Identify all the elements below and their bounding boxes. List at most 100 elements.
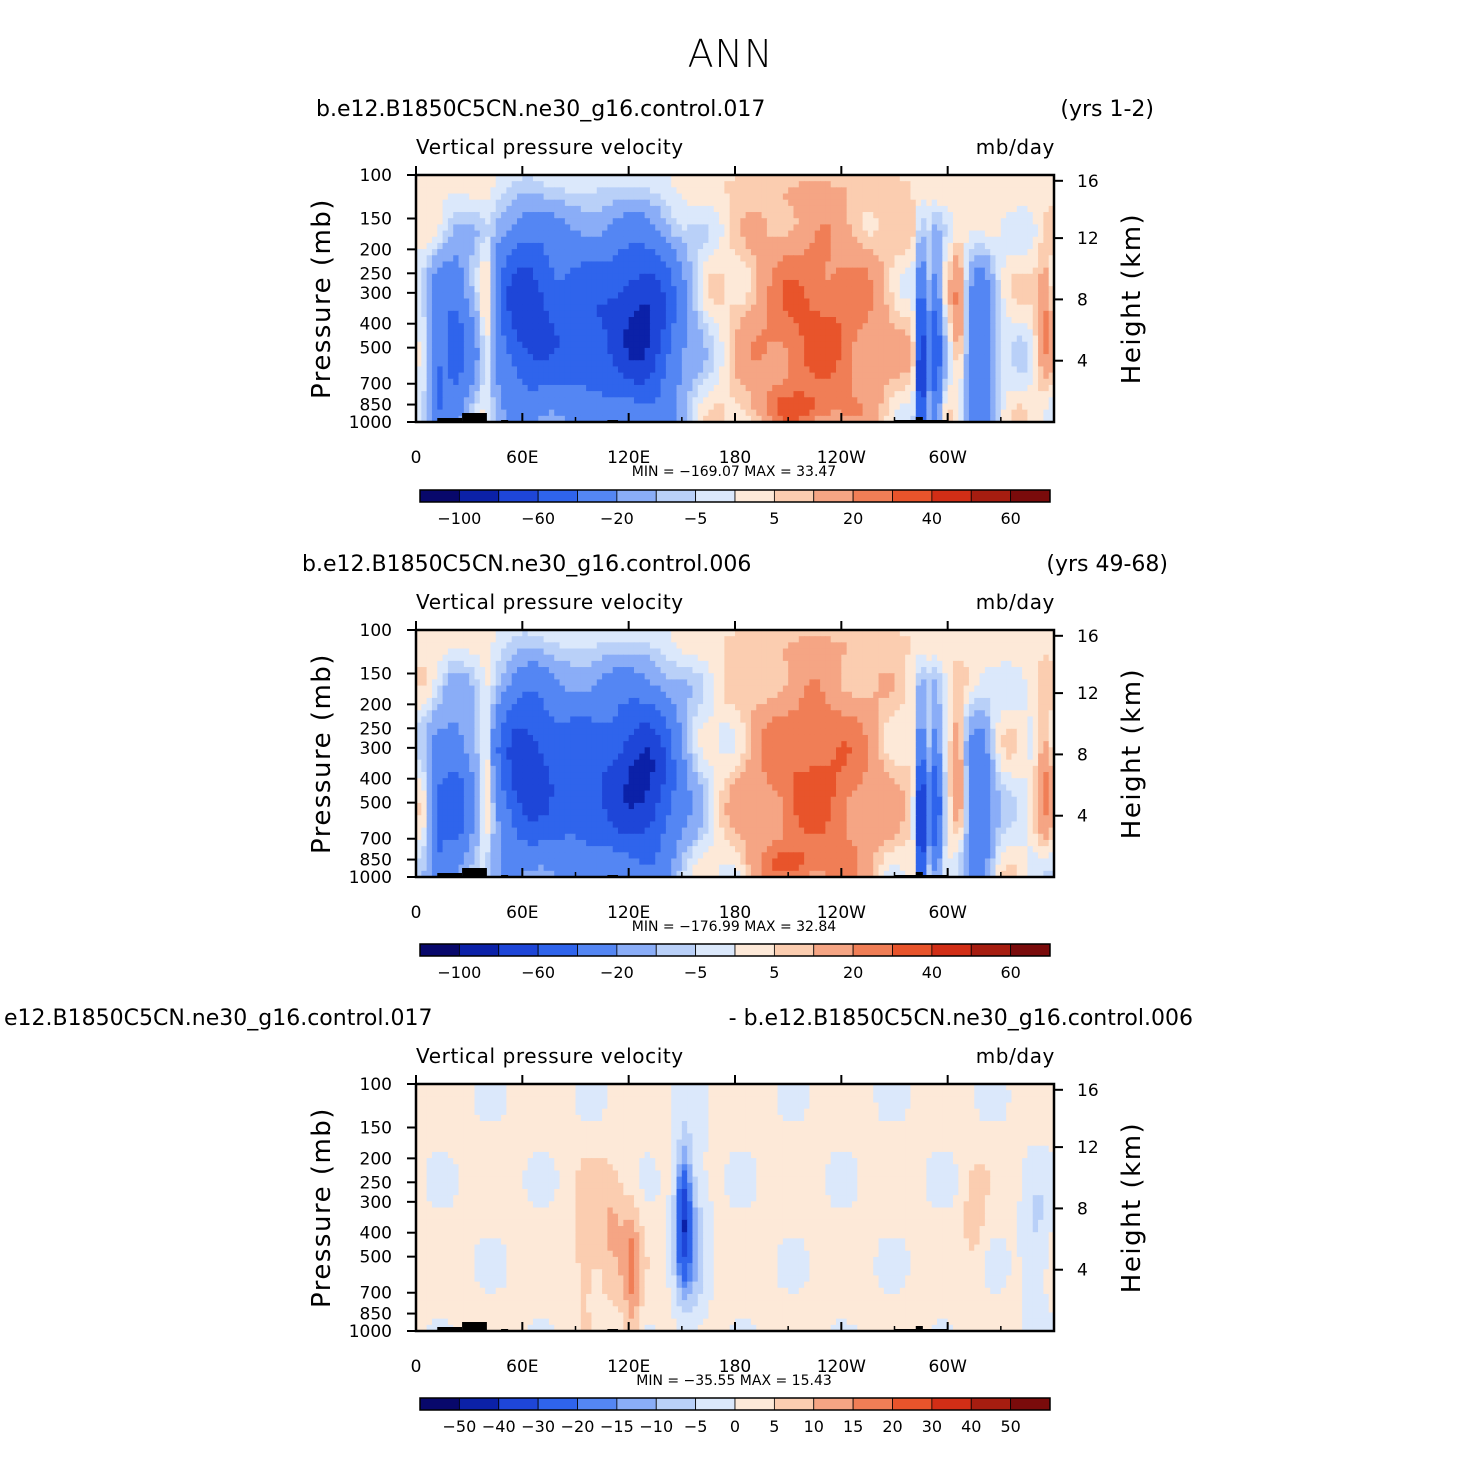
field-cell: [836, 273, 842, 281]
field-cell: [527, 205, 534, 213]
contour-field: [416, 175, 1055, 423]
field-cell: [511, 249, 518, 256]
field-cell: [878, 286, 885, 293]
field-cell: [447, 230, 454, 238]
field-cell: [426, 403, 433, 411]
field-cell: [479, 403, 486, 411]
field-cell: [501, 317, 507, 324]
field-cell: [968, 323, 975, 330]
field-cell: [910, 212, 917, 219]
field-cell: [745, 409, 752, 417]
field-cell: [602, 304, 608, 312]
field-cell: [905, 224, 912, 232]
field-cell: [995, 317, 1002, 324]
field-cell: [580, 205, 587, 213]
field-cell: [639, 261, 646, 269]
field-cell: [447, 384, 454, 392]
field-cell: [692, 310, 699, 318]
field-cell: [665, 403, 672, 411]
field-cell: [820, 298, 826, 306]
field-cell: [623, 341, 630, 349]
field-cell: [580, 310, 587, 318]
field-cell: [1011, 193, 1018, 201]
field-cell: [708, 372, 715, 380]
field-cell: [777, 409, 784, 417]
field-cell: [862, 236, 869, 244]
field-cell: [1048, 397, 1055, 405]
field-cell: [602, 267, 608, 275]
field-cell: [873, 230, 880, 238]
field-cell: [591, 310, 598, 318]
field-cell: [517, 286, 523, 293]
field-cell: [554, 230, 561, 238]
field-cell: [889, 261, 896, 269]
field-cell: [575, 415, 582, 423]
field-cell: [495, 286, 502, 293]
field-cell: [490, 230, 497, 238]
field-cell: [724, 409, 731, 417]
field-cell: [814, 181, 821, 188]
field-cell: [463, 273, 470, 281]
field-cell: [649, 329, 656, 337]
field-cell: [883, 378, 890, 386]
field-cell: [1006, 267, 1013, 275]
field-cell: [1038, 335, 1044, 343]
field-cell: [442, 255, 449, 263]
field-cell: [447, 378, 454, 386]
field-cell: [750, 279, 757, 287]
field-cell: [862, 218, 869, 225]
field-cell: [522, 199, 529, 207]
field-cell: [931, 317, 938, 324]
field-cell: [750, 273, 757, 281]
field-cell: [655, 329, 662, 337]
field-cell: [628, 347, 635, 355]
field-cell: [873, 409, 880, 417]
field-cell: [618, 384, 624, 392]
field-cell: [761, 323, 768, 330]
field-cell: [559, 255, 566, 263]
field-cell: [1006, 304, 1013, 312]
field-cell: [793, 273, 800, 281]
field-cell: [841, 354, 848, 361]
field-cell: [580, 267, 587, 275]
field-cell: [782, 310, 789, 318]
field-cell: [851, 273, 858, 281]
field-cell: [607, 360, 614, 368]
field-cell: [623, 391, 630, 398]
field-cell: [453, 249, 460, 256]
field-cell: [416, 409, 422, 417]
field-cell: [437, 181, 444, 188]
field-cell: [1000, 261, 1007, 269]
field-cell: [1032, 347, 1039, 355]
field-cell: [788, 175, 795, 182]
field-cell: [564, 236, 571, 244]
field-cell: [798, 378, 805, 386]
field-cell: [995, 230, 1002, 238]
field-cell: [633, 347, 640, 355]
field-cell: [878, 199, 885, 207]
field-cell: [1032, 273, 1039, 281]
field-cell: [750, 187, 757, 195]
field-cell: [841, 187, 848, 195]
field-cell: [708, 286, 715, 293]
field-cell: [1016, 335, 1023, 343]
field-cell: [532, 205, 539, 213]
colorbar-swatch: [616, 489, 657, 503]
field-cell: [1043, 273, 1050, 281]
field-cell: [548, 397, 555, 405]
field-cell: [899, 286, 906, 293]
field-cell: [676, 267, 683, 275]
field-cell: [469, 212, 476, 219]
field-cell: [979, 187, 986, 195]
field-cell: [974, 212, 981, 219]
field-cell: [894, 286, 901, 293]
field-cell: [958, 279, 965, 287]
field-cell: [830, 224, 837, 232]
field-cell: [623, 175, 630, 182]
field-cell: [910, 304, 917, 312]
field-cell: [1000, 218, 1007, 225]
field-cell: [548, 261, 555, 269]
field-cell: [777, 292, 784, 300]
field-cell: [851, 255, 858, 263]
field-cell: [517, 267, 523, 275]
